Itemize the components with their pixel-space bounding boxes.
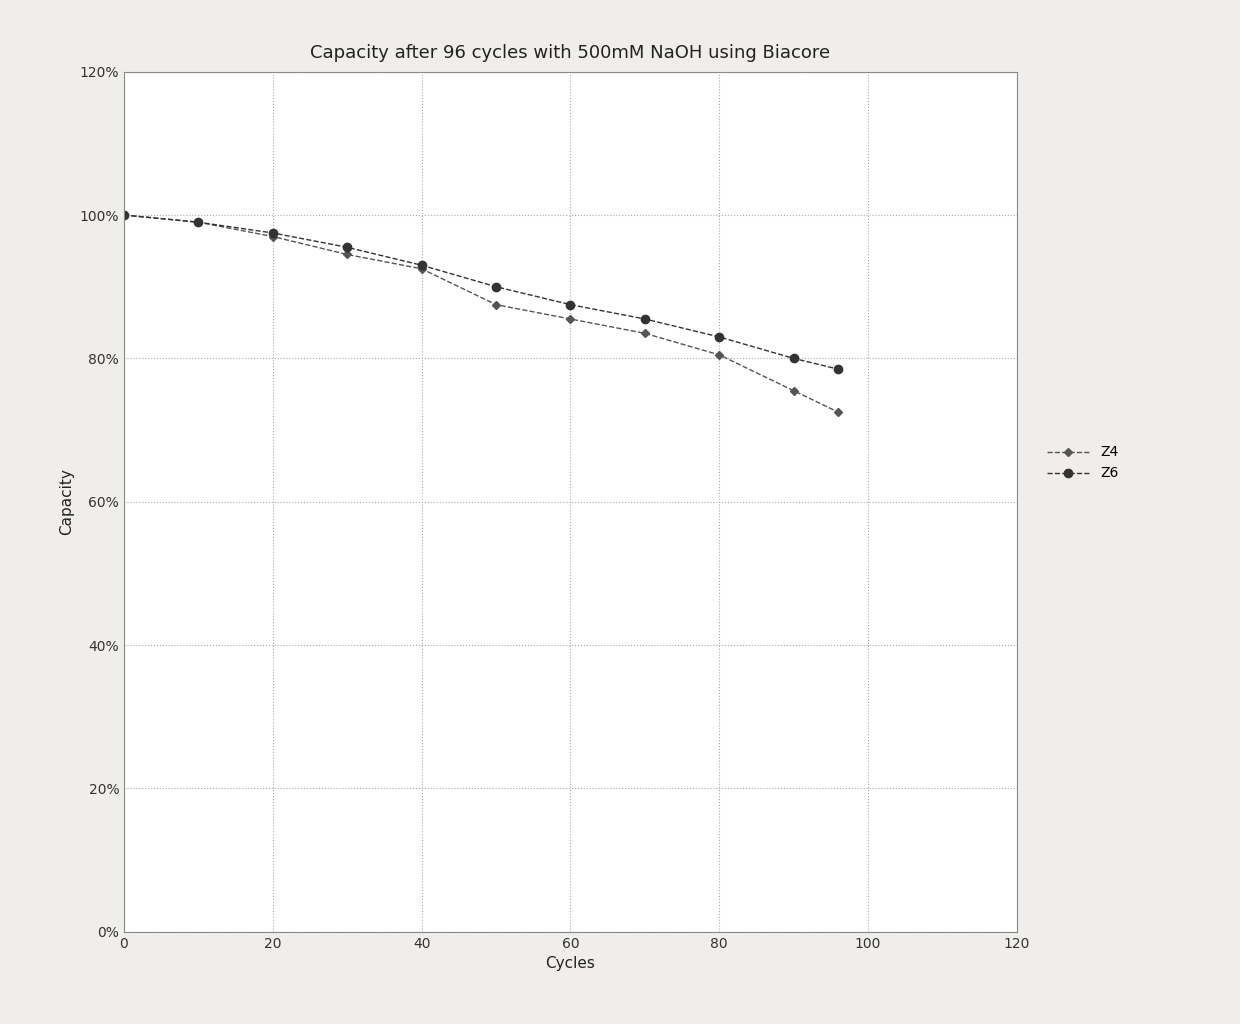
Z6 bbox=[340, 242, 355, 254]
Z4 bbox=[265, 230, 280, 243]
Z4 bbox=[191, 216, 206, 228]
Y-axis label: Capacity: Capacity bbox=[60, 468, 74, 536]
X-axis label: Cycles: Cycles bbox=[546, 956, 595, 971]
Z4 bbox=[117, 209, 131, 221]
Z6 bbox=[117, 209, 131, 221]
Z6 bbox=[414, 259, 429, 271]
Z4 bbox=[831, 406, 846, 418]
Z6 bbox=[265, 227, 280, 240]
Z4 bbox=[563, 313, 578, 326]
Z6 bbox=[191, 216, 206, 228]
Z4 bbox=[712, 348, 727, 360]
Z4 bbox=[637, 328, 652, 340]
Z6 bbox=[712, 331, 727, 343]
Z6 bbox=[489, 281, 503, 293]
Z4 bbox=[489, 299, 503, 311]
Z4 bbox=[414, 262, 429, 274]
Z4 bbox=[786, 384, 801, 396]
Z6 bbox=[637, 313, 652, 326]
Legend: Z4, Z6: Z4, Z6 bbox=[1042, 440, 1123, 486]
Z6 bbox=[831, 362, 846, 375]
Line: Z4: Z4 bbox=[122, 212, 841, 415]
Z4 bbox=[340, 249, 355, 261]
Title: Capacity after 96 cycles with 500mM NaOH using Biacore: Capacity after 96 cycles with 500mM NaOH… bbox=[310, 44, 831, 61]
Z6 bbox=[786, 352, 801, 365]
Line: Z6: Z6 bbox=[120, 211, 842, 374]
Z6 bbox=[563, 299, 578, 311]
